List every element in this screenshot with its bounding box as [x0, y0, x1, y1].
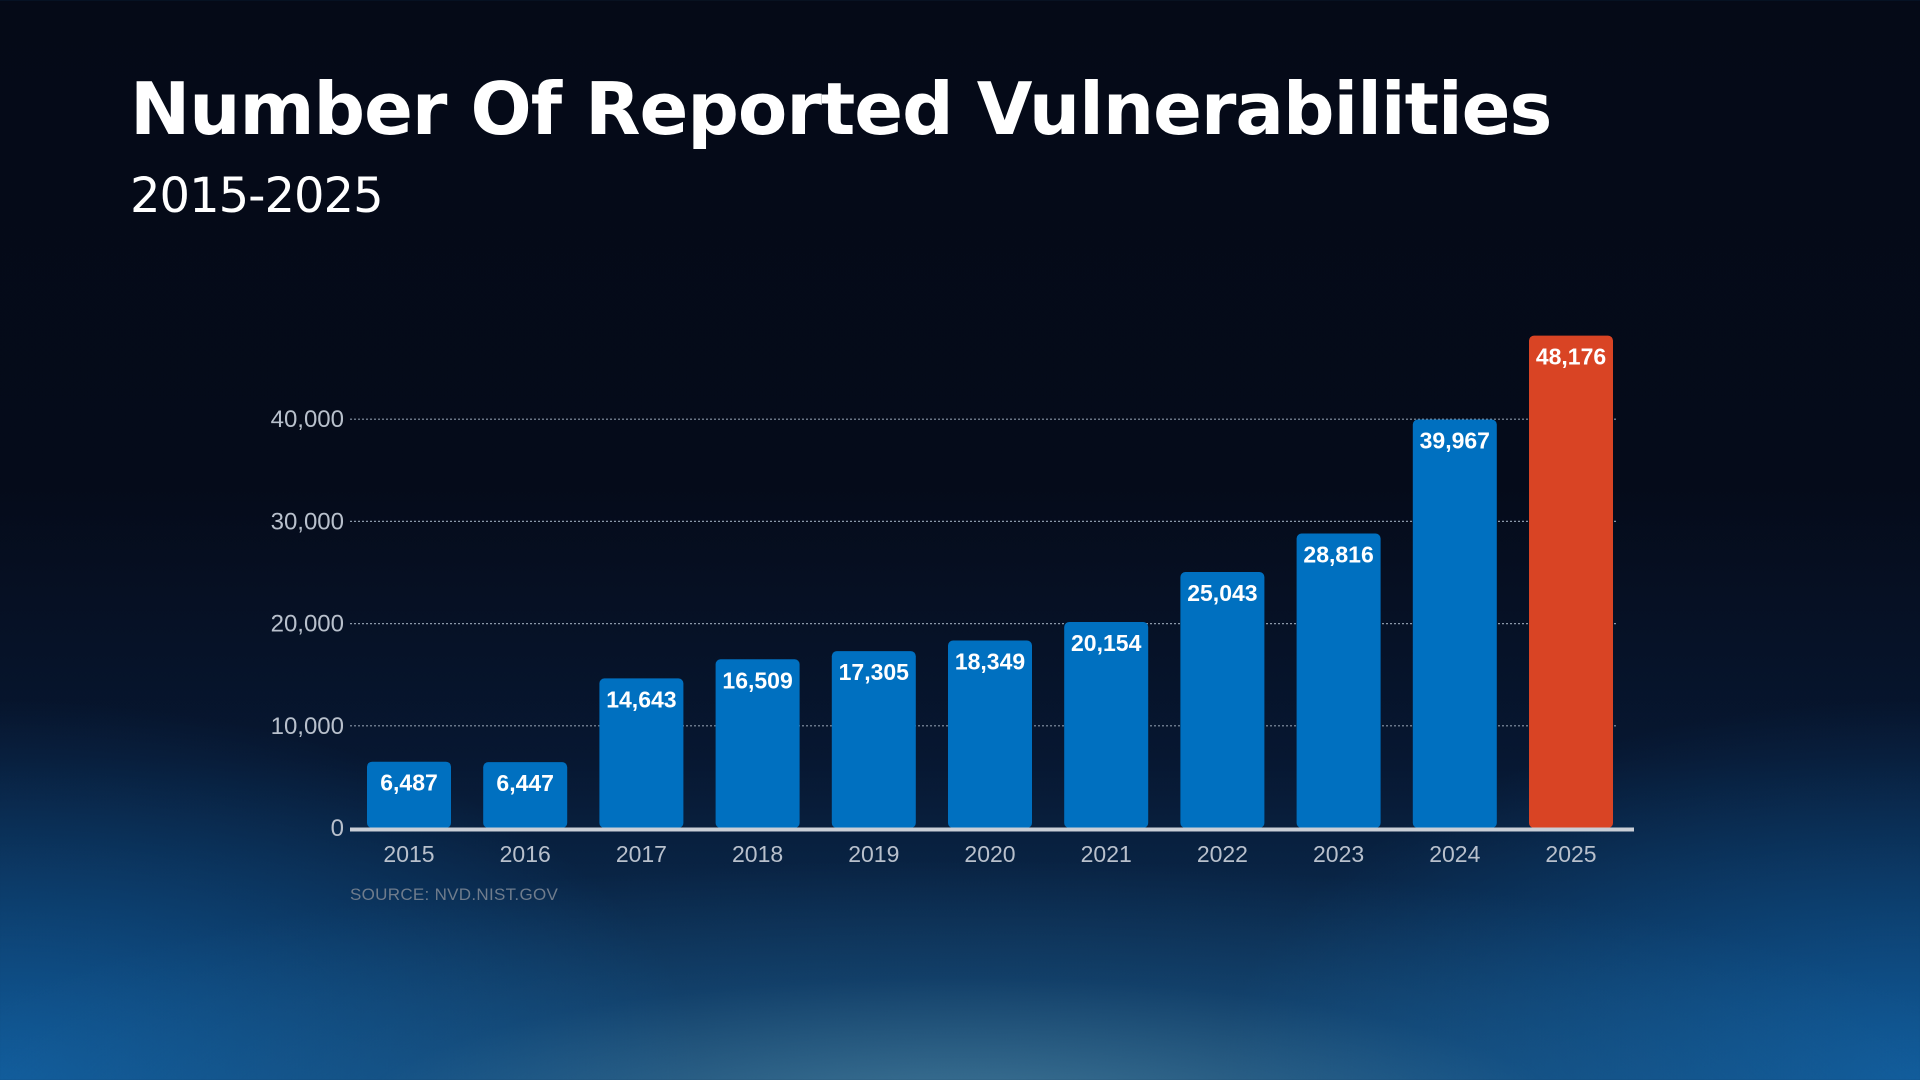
bar-2015 — [367, 761, 451, 828]
bar-2018 — [715, 659, 800, 828]
x-tick-label: 2025 — [1545, 841, 1596, 867]
y-axis-ticks: 0 10,000 20,000 30,000 40,000 — [271, 406, 344, 842]
bar-value-label: 6,447 — [496, 770, 554, 796]
y-tick-label: 10,000 — [271, 713, 344, 740]
bar-value-label: 25,043 — [1187, 580, 1257, 606]
x-tick-label: 2024 — [1429, 841, 1480, 867]
bar-value-label: 17,305 — [839, 659, 910, 685]
bar-2023 — [1296, 533, 1381, 828]
bar-2024 — [1412, 419, 1497, 828]
x-tick-label: 2020 — [964, 841, 1015, 867]
bar-value-label: 6,487 — [380, 770, 438, 796]
bar-value-label: 20,154 — [1071, 630, 1142, 656]
bar-value-labels: 6,487 6,447 14,643 16,509 17,305 18,349 20,154… — [380, 344, 1606, 796]
x-tick-label: 2021 — [1081, 841, 1132, 867]
bars — [367, 335, 1613, 828]
bar-value-label: 48,176 — [1536, 344, 1606, 370]
x-tick-label: 2017 — [616, 841, 667, 867]
source-note: SOURCE: NVD.NIST.GOV — [350, 885, 559, 904]
x-tick-label: 2019 — [848, 841, 899, 867]
x-tick-label: 2016 — [500, 841, 551, 867]
bar-2017 — [599, 678, 684, 828]
x-tick-label: 2018 — [732, 841, 783, 867]
page-title: Number Of Reported Vulnerabilities — [130, 67, 1552, 151]
x-tick-label: 2015 — [383, 841, 434, 867]
bar-2016 — [483, 762, 568, 828]
x-axis-ticks: 2015 2016 2017 2018 2019 2020 2021 2022 2023 2024… — [383, 841, 1596, 867]
bar-value-label: 39,967 — [1420, 428, 1490, 454]
bar-2020 — [948, 640, 1032, 828]
bar-2019 — [831, 651, 916, 828]
x-tick-label: 2022 — [1197, 841, 1248, 867]
bar-value-label: 16,509 — [722, 667, 792, 693]
y-tick-label: 40,000 — [271, 406, 344, 433]
bar-value-label: 14,643 — [606, 686, 676, 712]
y-tick-label: 30,000 — [271, 508, 344, 535]
bar-2021 — [1064, 622, 1149, 828]
page-subtitle: 2015-2025 — [130, 168, 384, 224]
bar-2025 — [1529, 335, 1613, 828]
y-tick-label: 20,000 — [271, 611, 344, 638]
x-tick-label: 2023 — [1313, 841, 1364, 867]
y-tick-label: 0 — [331, 815, 344, 842]
bar-value-label: 28,816 — [1303, 542, 1373, 568]
bar-value-label: 18,349 — [955, 648, 1025, 674]
bar-2022 — [1180, 572, 1265, 828]
